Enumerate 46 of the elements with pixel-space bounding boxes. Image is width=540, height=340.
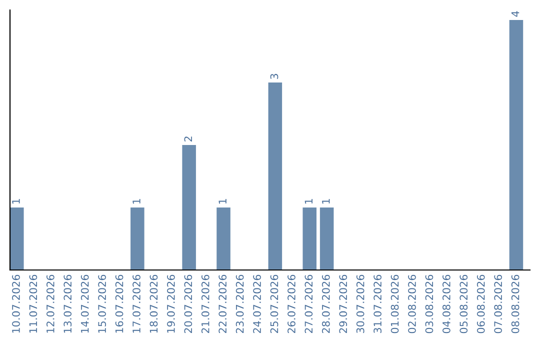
x-tick-label: 05.08.2026: [460, 274, 468, 334]
x-tick-label: 10.07.2026: [12, 274, 20, 333]
data-label: 1: [322, 199, 330, 204]
x-tick-label: 23.07.2026: [236, 274, 244, 334]
data-label: 2: [184, 136, 192, 142]
x-tick-label: 13.07.2026: [64, 274, 72, 333]
x-tick-label: 11.07.2026: [29, 274, 38, 333]
x-tick-label: 06.08.2026: [476, 274, 485, 334]
x-tick-label: 15.07.2026: [98, 274, 106, 333]
bar: [268, 82, 282, 270]
data-label: 1: [132, 199, 140, 204]
data-label: 1: [12, 199, 20, 204]
x-tick-label: 16.07.2026: [115, 274, 124, 333]
x-tick-label: 17.07.2026: [132, 274, 140, 333]
x-tick-label: 21.07.2026: [201, 274, 210, 334]
x-tick-label: 22.07.2026: [218, 274, 227, 334]
bar: [302, 208, 316, 270]
x-tick-label: 27.07.2026: [304, 274, 313, 334]
x-tick-label: 20.07.2026: [184, 274, 192, 334]
bar: [182, 145, 196, 270]
x-tick-label: 31.07.2026: [374, 274, 382, 334]
data-label: 1: [304, 199, 312, 204]
bar: [130, 208, 144, 270]
bar: [320, 208, 334, 270]
x-tick-label: 07.08.2026: [494, 274, 502, 334]
bar: [509, 20, 524, 270]
x-tick-label: 04.08.2026: [442, 274, 450, 334]
x-tick-label: 24.07.2026: [253, 274, 261, 334]
x-tick-label: 14.07.2026: [80, 274, 89, 333]
x-tick-label: 18.07.2026: [150, 274, 158, 333]
x-tick-label: 03.08.2026: [425, 274, 434, 334]
x-tick-label: 01.08.2026: [390, 274, 399, 334]
x-tick-label: 19.07.2026: [167, 274, 175, 333]
x-tick-label: 02.08.2026: [408, 274, 416, 334]
x-tick-label: 28.07.2026: [322, 274, 330, 334]
x-tick-label: 30.07.2026: [356, 274, 364, 334]
x-tick-label: 25.07.2026: [270, 274, 278, 334]
data-label: 1: [218, 199, 226, 204]
x-tick-label: 12.07.2026: [46, 274, 54, 333]
data-label: 4: [512, 11, 520, 17]
data-label: 3: [270, 74, 278, 79]
bar: [216, 208, 230, 270]
x-tick-label: 29.07.2026: [339, 274, 348, 334]
x-tick-label: 26.07.2026: [288, 274, 296, 334]
x-tick-label: 08.08.2026: [511, 274, 520, 334]
bar: [10, 208, 24, 270]
